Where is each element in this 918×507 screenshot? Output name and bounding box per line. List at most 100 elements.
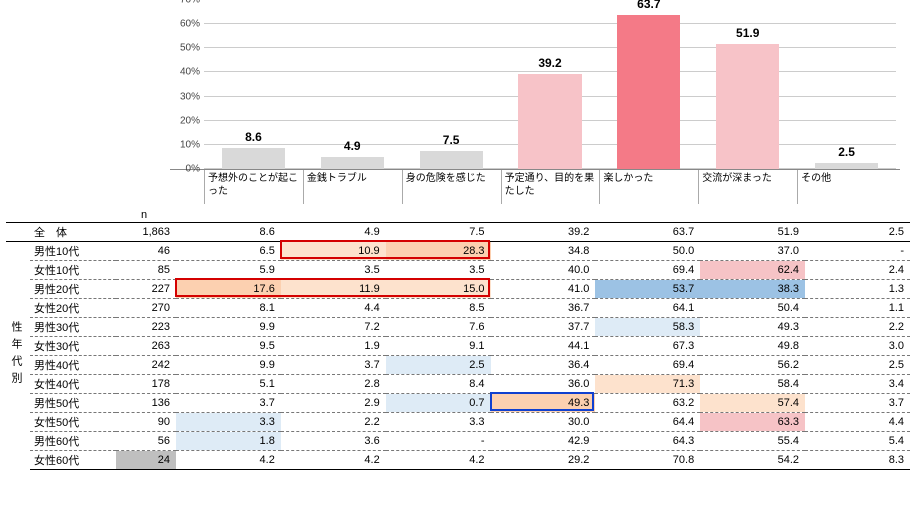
chart-x-label: 交流が深まった <box>698 170 797 204</box>
cell-value: 42.9 <box>491 431 596 450</box>
cell-value: 5.4 <box>805 431 910 450</box>
table-row: 男性40代2429.93.72.536.469.456.22.5 <box>6 355 910 374</box>
cell-value: 67.3 <box>595 336 700 355</box>
chart-ytick: 30% <box>170 91 200 102</box>
table-row-total: 全 体1,8638.64.97.539.263.751.92.5 <box>6 222 910 241</box>
cell-value: 51.9 <box>700 222 805 241</box>
cell-value: 38.3 <box>700 279 805 298</box>
cell-value: 58.3 <box>595 317 700 336</box>
row-label: 男性20代 <box>30 279 116 298</box>
cell-value: 63.7 <box>595 222 700 241</box>
cell-value: 2.5 <box>386 355 491 374</box>
cell-value: 9.5 <box>176 336 281 355</box>
cell-n: 223 <box>116 317 176 336</box>
cell-value: 28.3 <box>386 241 491 260</box>
cell-value: 70.8 <box>595 450 700 469</box>
row-label: 男性50代 <box>30 393 116 412</box>
cell-value: 17.6 <box>176 279 281 298</box>
row-label: 男性30代 <box>30 317 116 336</box>
chart-bar-value: 63.7 <box>617 0 680 15</box>
cell-value: 3.7 <box>281 355 386 374</box>
cell-value: 10.9 <box>281 241 386 260</box>
cell-value: 58.4 <box>700 374 805 393</box>
cell-value: 9.9 <box>176 317 281 336</box>
cell-value: 8.4 <box>386 374 491 393</box>
cell-value: - <box>386 431 491 450</box>
cell-value: 7.5 <box>386 222 491 241</box>
cell-value: 37.7 <box>491 317 596 336</box>
cell-value: 53.7 <box>595 279 700 298</box>
table-row: 男性50代1363.72.90.749.363.257.43.7 <box>6 393 910 412</box>
cell-value: - <box>805 241 910 260</box>
cell-n: 90 <box>116 412 176 431</box>
cell-value: 3.7 <box>176 393 281 412</box>
cell-value: 37.0 <box>700 241 805 260</box>
chart-bar-column: 51.9 <box>698 0 797 169</box>
cell-value: 2.4 <box>805 260 910 279</box>
chart-bar-value: 51.9 <box>716 26 779 44</box>
cell-value: 7.2 <box>281 317 386 336</box>
table-row: 男性60代561.83.6-42.964.355.45.4 <box>6 431 910 450</box>
cell-value: 4.9 <box>281 222 386 241</box>
row-label: 女性20代 <box>30 298 116 317</box>
cell-n: 56 <box>116 431 176 450</box>
table-row: 男性20代22717.611.915.041.053.738.31.3 <box>6 279 910 298</box>
cell-value: 9.1 <box>386 336 491 355</box>
cell-value: 49.8 <box>700 336 805 355</box>
table-row: 女性40代1785.12.88.436.071.358.43.4 <box>6 374 910 393</box>
cell-value: 57.4 <box>700 393 805 412</box>
chart-bar-column: 63.7 <box>599 0 698 169</box>
row-label: 男性40代 <box>30 355 116 374</box>
chart-plot: 0%10%20%30%40%50%60%70%8.64.97.539.263.7… <box>170 0 900 170</box>
cell-value: 69.4 <box>595 355 700 374</box>
cell-value: 49.3 <box>700 317 805 336</box>
row-label: 女性40代 <box>30 374 116 393</box>
row-label: 全 体 <box>30 222 116 241</box>
chart-x-label: 金銭トラブル <box>303 170 402 204</box>
row-label: 女性30代 <box>30 336 116 355</box>
chart-bar: 8.6 <box>222 148 285 169</box>
table-row: 女性30代2639.51.99.144.167.349.83.0 <box>6 336 910 355</box>
n-header: n <box>116 204 176 222</box>
cell-value: 50.0 <box>595 241 700 260</box>
cell-value: 2.2 <box>281 412 386 431</box>
cell-value: 2.9 <box>281 393 386 412</box>
cell-value: 71.3 <box>595 374 700 393</box>
chart-bar-value: 2.5 <box>815 145 878 163</box>
chart-bar: 7.5 <box>420 151 483 169</box>
cell-value: 64.4 <box>595 412 700 431</box>
cell-value: 36.0 <box>491 374 596 393</box>
cell-value: 63.3 <box>700 412 805 431</box>
cell-value: 49.3 <box>491 393 596 412</box>
cell-value: 3.5 <box>281 260 386 279</box>
cell-value: 0.7 <box>386 393 491 412</box>
cell-value: 7.6 <box>386 317 491 336</box>
chart-bar-column: 39.2 <box>501 0 600 169</box>
chart-x-label: 予想外のことが起こった <box>204 170 303 204</box>
cell-value: 34.8 <box>491 241 596 260</box>
cell-value: 3.5 <box>386 260 491 279</box>
cell-n: 24 <box>116 450 176 469</box>
cell-value: 2.2 <box>805 317 910 336</box>
cell-value: 3.3 <box>176 412 281 431</box>
cell-value: 11.9 <box>281 279 386 298</box>
chart-ytick: 70% <box>170 0 200 6</box>
chart-bar-column: 2.5 <box>797 0 896 169</box>
cell-n: 178 <box>116 374 176 393</box>
cell-value: 8.3 <box>805 450 910 469</box>
cell-value: 5.9 <box>176 260 281 279</box>
cell-n: 46 <box>116 241 176 260</box>
cell-value: 29.2 <box>491 450 596 469</box>
cell-n: 242 <box>116 355 176 374</box>
chart-ytick: 40% <box>170 67 200 78</box>
cell-n: 270 <box>116 298 176 317</box>
cell-n: 263 <box>116 336 176 355</box>
row-label: 女性60代 <box>30 450 116 469</box>
cell-value: 1.1 <box>805 298 910 317</box>
chart-bar-column: 8.6 <box>204 0 303 169</box>
cell-n: 227 <box>116 279 176 298</box>
side-label-cell: 性年代別 <box>6 241 30 469</box>
chart-x-labels: 予想外のことが起こった金銭トラブル身の危険を感じた予定通り、目的を果たした楽しか… <box>204 170 896 204</box>
cell-value: 36.7 <box>491 298 596 317</box>
cell-value: 39.2 <box>491 222 596 241</box>
